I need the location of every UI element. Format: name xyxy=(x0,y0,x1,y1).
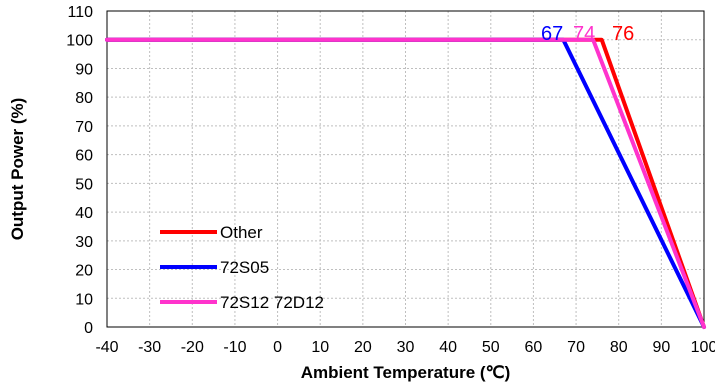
x-tick-label: 10 xyxy=(311,339,329,356)
legend-label: 72S12 72D12 xyxy=(220,293,324,312)
breakpoint-annotation: 76 xyxy=(612,23,634,45)
x-tick-label: -10 xyxy=(223,339,246,356)
series-line-72s12-72d12 xyxy=(105,37,706,329)
x-tick-label: 50 xyxy=(482,339,500,356)
y-tick-label: 90 xyxy=(75,61,93,78)
legend-label: Other xyxy=(220,223,263,242)
y-tick-label: 70 xyxy=(75,119,93,136)
y-tick-label: 0 xyxy=(84,320,93,337)
y-tick-label: 100 xyxy=(66,33,93,50)
legend-label: 72S05 xyxy=(220,258,269,277)
y-tick-label: 20 xyxy=(75,263,93,280)
x-tick-label: 30 xyxy=(397,339,415,356)
y-tick-labels: 0 10 20 30 40 50 60 70 80 90 100 110 xyxy=(66,4,93,337)
y-tick-label: 10 xyxy=(75,291,93,308)
x-tick-label: 20 xyxy=(354,339,372,356)
y-tick-label: 110 xyxy=(67,4,93,21)
y-tick-label: 40 xyxy=(75,205,93,222)
legend: Other 72S05 72S12 72D12 xyxy=(160,223,324,312)
x-tick-label: -20 xyxy=(181,339,204,356)
x-tick-labels: -40 -30 -20 -10 0 10 20 30 40 50 60 70 80 90 100 xyxy=(95,339,715,356)
series-lines xyxy=(105,37,706,329)
y-axis-title: Output Power (%) xyxy=(8,98,27,241)
x-tick-label: 90 xyxy=(652,339,670,356)
x-tick-label: 100 xyxy=(691,339,715,356)
y-tick-label: 30 xyxy=(75,234,93,251)
plot-area-frame xyxy=(106,10,705,328)
x-tick-label: -30 xyxy=(138,339,161,356)
x-tick-label: 70 xyxy=(567,339,585,356)
x-axis-title: Ambient Temperature (℃) xyxy=(301,363,511,382)
gridlines xyxy=(107,10,704,327)
breakpoint-annotation: 67 xyxy=(541,23,563,45)
y-tick-label: 80 xyxy=(75,90,93,107)
x-tick-label: 80 xyxy=(610,339,628,356)
x-tick-label: 0 xyxy=(273,339,282,356)
y-tick-label: 60 xyxy=(75,148,93,165)
x-tick-label: 40 xyxy=(439,339,457,356)
x-tick-label: 60 xyxy=(525,339,543,356)
annotations: 67 74 76 xyxy=(541,23,634,45)
breakpoint-annotation: 74 xyxy=(573,23,595,45)
y-tick-label: 50 xyxy=(75,176,93,193)
x-tick-label: -40 xyxy=(95,339,118,356)
